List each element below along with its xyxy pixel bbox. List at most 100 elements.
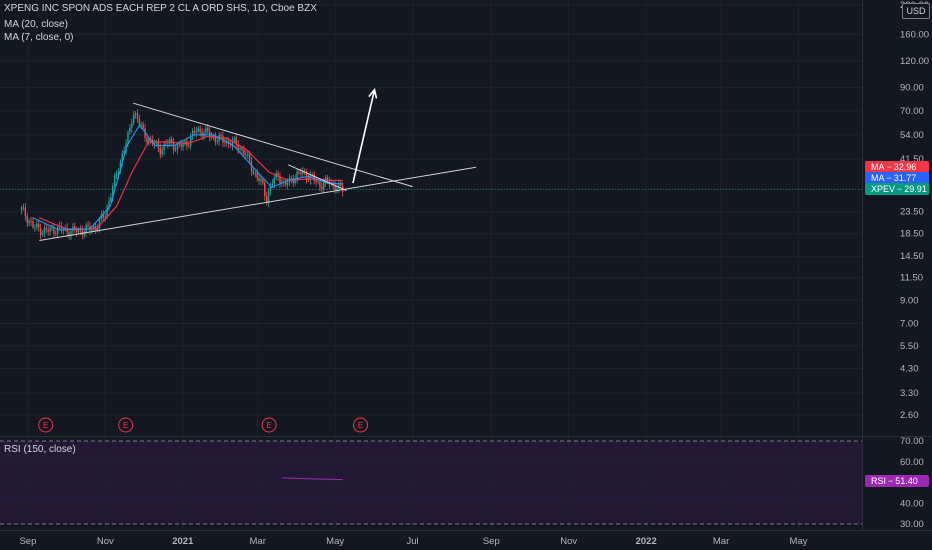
candle-body [129,127,131,133]
earnings-marker-label: E [266,421,271,430]
candle-body [157,141,160,148]
x-tick-label: Nov [560,536,577,547]
candle-body [205,127,207,133]
x-tick-label: Mar [713,536,729,547]
y-tick-label: 3.30 [900,388,919,399]
candle-body [75,230,78,233]
forecast-arrow[interactable] [352,89,376,184]
ma7-legend[interactable]: MA (7, close, 0) [4,32,74,43]
earnings-marker-circle [261,417,277,433]
candle-body [231,140,234,146]
candle-body [26,216,28,223]
candle-body [227,140,230,144]
candle-body [210,135,213,137]
candle-body [87,225,89,227]
y-tick-label: 5.50 [900,341,919,352]
ma20-tag-value: 32.96 [893,162,917,172]
candle-body [134,113,137,115]
candle-body [98,218,101,229]
earnings-marker-circle [353,417,369,433]
candle-body [28,221,30,223]
candle-body [296,171,298,179]
candle-body [138,118,141,125]
candle-body [286,182,289,185]
candle-body [250,161,253,172]
tag-separator: − [888,476,894,486]
candle-body [311,174,313,176]
tag-separator: − [886,162,892,172]
earnings-marker-circle [118,417,134,433]
x-tick-label: Mar [250,536,266,547]
candle-body [127,132,129,144]
lower-trendline[interactable] [39,166,477,241]
x-tick-label: 2021 [172,536,194,547]
candle-body [68,232,70,237]
candle-body [163,143,165,151]
ma7-line[interactable] [32,124,343,231]
candle-body [195,131,198,133]
rsi-tick-label: 70.00 [900,436,924,447]
earnings-marker[interactable]: E [118,417,134,433]
candle-body [53,227,55,234]
candle-body [233,138,236,141]
ma20-legend[interactable]: MA (20, close) [4,19,68,30]
candle-body [216,141,218,142]
upper-trendline[interactable] [133,102,413,188]
candle-body [170,139,173,143]
earnings-marker[interactable]: E [38,417,54,433]
candle-body [197,128,199,132]
earnings-marker[interactable]: E [261,417,277,433]
ma20-line[interactable] [39,135,343,230]
candle-body [220,135,222,137]
earnings-marker[interactable]: E [353,417,369,433]
candle-body [317,181,319,183]
y-tick-label: 4.30 [900,364,919,375]
candle-body [191,130,194,137]
candle-body [43,228,46,233]
candle-body [315,180,317,183]
candle-body [142,124,144,129]
candle-body [55,233,57,235]
candle-body [24,207,27,217]
tag-separator: − [897,184,903,194]
candle-body [119,161,122,173]
candle-body [292,178,294,183]
candle-body [340,183,342,186]
candle-body [246,153,249,155]
symbol-title[interactable]: XPENG INC SPON ADS EACH REP 2 CL A ORD S… [4,3,317,14]
candle-body [207,127,209,132]
candle-body [32,221,34,228]
candle-body [262,179,264,184]
candle-body [271,183,274,186]
candle-body [155,141,158,144]
candle-body [338,183,340,189]
candle-body [176,144,179,150]
candle-body [49,227,51,232]
candle-body [47,230,49,232]
ma7-price-tag: MA −31.77 [865,172,929,184]
rsi-line[interactable] [281,477,343,481]
candle-body [265,196,268,203]
candle-body [248,153,251,162]
last-price-tag-value: 29.91 [904,184,927,194]
currency-badge[interactable]: USD [902,3,930,19]
y-tick-label: 41.50 [900,154,924,165]
candle-body [184,141,186,144]
candle-body [104,216,106,218]
candle-body [121,153,123,162]
small-triangle-trendline[interactable] [287,164,347,192]
rsi-legend[interactable]: RSI (150, close) [4,444,76,455]
candle-body [229,143,232,146]
candle-body [245,154,247,156]
candle-body [182,143,184,147]
candle-body [131,122,133,128]
candle-body [269,185,272,192]
candle-body [83,231,85,236]
x-tick-label: 2022 [636,536,657,547]
candle-body [321,186,323,189]
candle-body [326,177,329,182]
rsi-tick-label: 30.00 [900,519,924,530]
candle-body [108,201,110,207]
